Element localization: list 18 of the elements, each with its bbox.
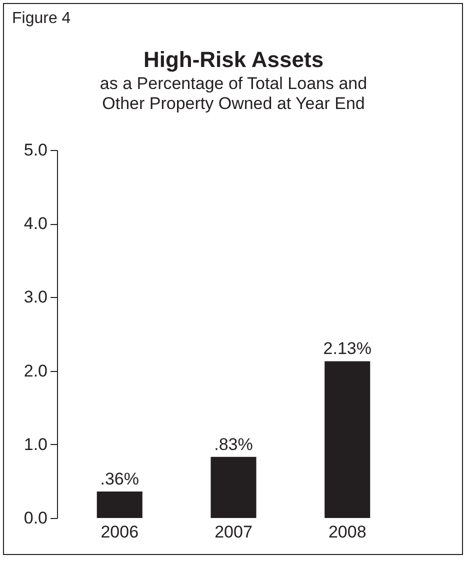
bar: [210, 456, 256, 518]
chart-title: High-Risk Assets: [143, 47, 324, 72]
x-tick-label: 2006: [100, 522, 139, 542]
data-label: .83%: [214, 434, 253, 454]
y-tick-label: 2.0: [24, 361, 48, 380]
y-tick-label: 1.0: [24, 434, 48, 454]
x-tick-label: 2008: [328, 522, 366, 542]
y-tick-label: 5.0: [24, 140, 48, 160]
bar: [324, 361, 370, 518]
y-tick-label: 4.0: [24, 214, 48, 234]
bar: [96, 492, 142, 518]
data-label: .36%: [100, 470, 140, 489]
x-tick-label: 2007: [214, 522, 252, 542]
y-tick-label: 0.0: [24, 508, 48, 528]
y-tick-label: 3.0: [24, 288, 48, 307]
data-label: 2.13%: [323, 339, 372, 358]
chart-subtitle: as a Percentage of Total Loans and Other Property Owned at Year End: [100, 74, 368, 113]
caption: Figure 4: [12, 10, 71, 28]
